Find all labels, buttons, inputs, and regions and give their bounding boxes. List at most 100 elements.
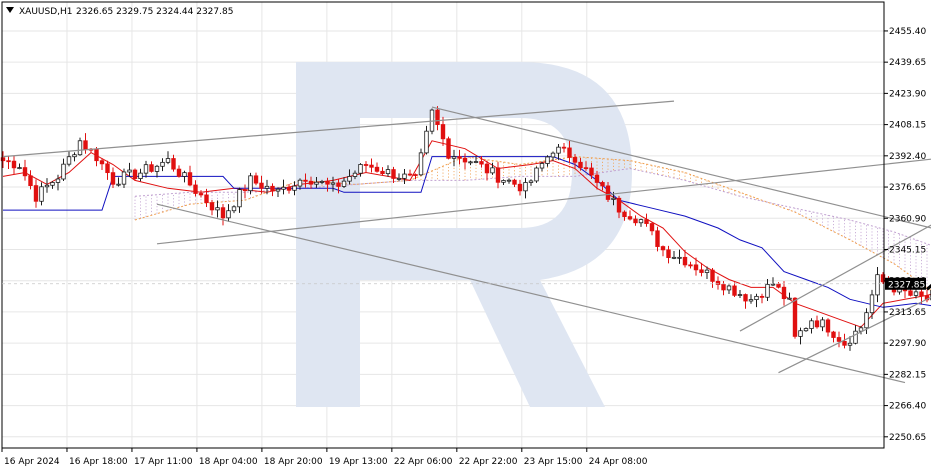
candle-body [314,181,319,185]
candle-body [847,342,853,346]
candle-body [6,160,11,163]
candle-body [737,294,743,296]
candle-body [259,182,264,189]
upper-channel-line [2,100,675,158]
candle-body [913,291,919,296]
candle-body [842,340,847,346]
candle-body [138,172,143,179]
candle-body [435,109,440,125]
arrow-up [926,283,931,291]
candle-body [336,182,341,187]
candle-body [605,185,611,200]
current-price-badge [885,277,926,290]
candle-body [182,172,187,177]
candle-body [77,140,83,156]
candle-body [237,189,242,208]
candle-body [479,161,484,165]
candle-body [385,169,391,175]
candle-body [143,164,149,174]
candle-body [858,327,864,332]
candle-body [583,167,589,170]
y-tick-label-11: 2282.15 [889,370,926,380]
candle-body [165,158,171,163]
candle-body [682,256,688,266]
candle-body [792,297,798,337]
candle-body [50,182,55,186]
candle-body [814,320,820,328]
candle-body [831,331,836,338]
x-tick-label-1: 16 Apr 18:00 [69,457,128,467]
candle-body [517,183,523,192]
lower-channel-line [156,158,931,245]
candle-body [638,219,644,224]
candle-body [743,294,748,302]
candle-body [17,167,22,169]
candle-body [468,161,473,164]
candle-body [451,156,457,159]
candle-body [275,188,281,192]
x-tick-label-3: 18 Apr 04:00 [199,457,258,467]
x-tick-label-6: 22 Apr 06:00 [394,457,453,467]
candle-body [523,182,528,192]
candle-body [424,130,429,154]
candle-body [292,185,297,191]
x-tick-label-7: 22 Apr 22:00 [459,457,518,467]
x-tick-label-5: 19 Apr 13:00 [329,457,388,467]
candle-body [528,180,534,183]
candle-body [919,291,924,297]
candle-body [589,167,594,176]
candle-body [127,169,132,173]
candle-body [836,337,842,342]
candle-body [110,172,116,185]
candle-body [132,169,138,179]
candle-body [732,285,737,296]
candle-body [396,177,402,180]
candle-body [369,164,374,168]
y-tick-label-5: 2376.65 [889,183,926,193]
candle-body [611,197,616,200]
candle-body [616,197,622,213]
candle-body [39,186,44,202]
candle-body [55,178,61,183]
candle-body [710,269,715,282]
candle-body [303,179,308,182]
candle-body [534,167,539,182]
candle-body [413,174,418,176]
watermark-leg [470,280,605,407]
candle-body [363,164,369,166]
candle-body [457,156,462,159]
candle-body [644,219,649,224]
descending-upper-line [431,106,931,229]
candle-body [567,147,572,158]
candle-body [501,180,506,183]
candle-body [198,193,204,196]
candle-body [28,175,33,187]
current-price-label: 2327.85 [888,280,925,290]
candle-body [264,185,270,189]
candle-body [33,185,39,202]
candle-body [809,320,814,329]
candle-body [187,172,193,186]
candle-body [660,246,666,251]
candle-body [154,165,160,172]
candle-body [693,264,699,271]
candle-body [116,183,121,186]
ascending-channel-lower [778,296,931,374]
candle-body [402,173,407,179]
x-tick-label-9: 24 Apr 08:00 [589,457,648,467]
plot-frame [1,1,885,449]
candle-body [726,285,732,291]
candle-body [44,184,50,188]
candle-body [462,157,468,163]
watermark-stem [296,62,360,407]
candle-body [149,164,154,172]
candle-body [572,157,578,163]
candle-body [281,186,286,190]
candle-body [325,181,330,185]
candle-body [677,256,682,259]
candle-body [864,312,869,329]
candle-body [72,154,77,158]
candle-body [270,185,275,192]
